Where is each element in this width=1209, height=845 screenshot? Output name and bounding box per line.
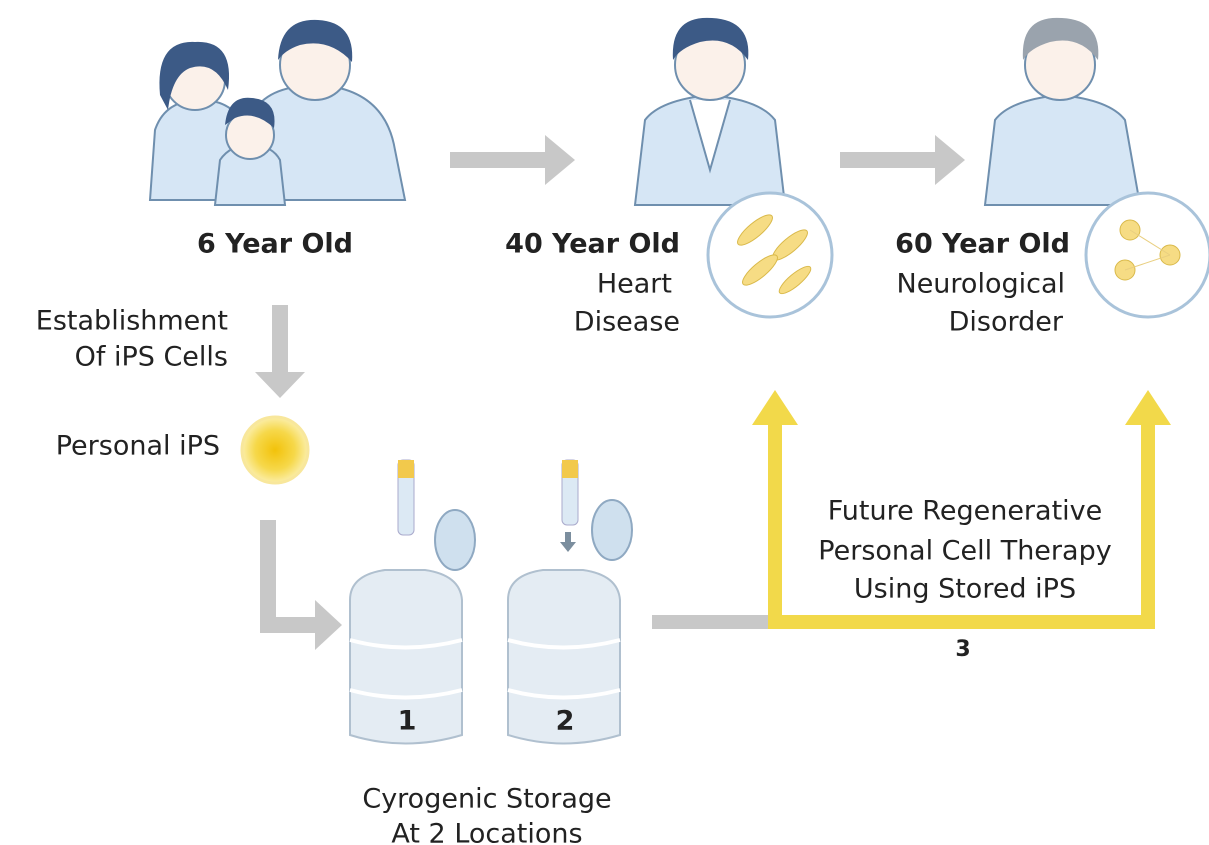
arrow-head	[752, 390, 1171, 425]
step-label: Of iPS Cells	[75, 342, 228, 373]
storage-tank	[508, 460, 632, 744]
stage-age: 40 Year Old	[505, 229, 680, 260]
stage-condition: Heart	[597, 269, 672, 300]
arrow-head	[545, 135, 575, 185]
step-label: Future Regenerative	[828, 496, 1103, 527]
step-label: At 2 Locations	[391, 819, 582, 845]
heart-cells-icon	[708, 193, 832, 317]
diagram: 6 Year Old 40 Year Old Heart Disease 60 …	[0, 0, 1209, 845]
step-label: Establishment	[36, 306, 228, 337]
step-label: Cyrogenic Storage	[362, 784, 611, 815]
storage-tank	[350, 460, 475, 744]
ips-cell	[242, 417, 308, 483]
tank-number: 1	[398, 706, 417, 737]
step-number: 3	[955, 637, 970, 662]
step-label: Personal iPS	[56, 431, 220, 462]
family-illustration	[150, 20, 405, 205]
step-label: Using Stored iPS	[854, 574, 1076, 605]
step-label: Personal Cell Therapy	[818, 536, 1111, 567]
stage-condition: Neurological	[897, 269, 1066, 300]
stage-age: 6 Year Old	[197, 229, 353, 260]
senior-illustration	[985, 18, 1140, 205]
neuron-icon	[1086, 193, 1209, 317]
adult-illustration	[635, 18, 785, 205]
tank-number: 2	[556, 706, 575, 737]
arrow-head	[935, 135, 965, 185]
arrow-head	[315, 600, 342, 650]
arrow-head	[255, 372, 305, 398]
stage-condition: Disorder	[949, 307, 1064, 338]
arrow	[268, 520, 320, 625]
stage-condition: Disease	[574, 307, 680, 338]
stage-age: 60 Year Old	[895, 229, 1070, 260]
